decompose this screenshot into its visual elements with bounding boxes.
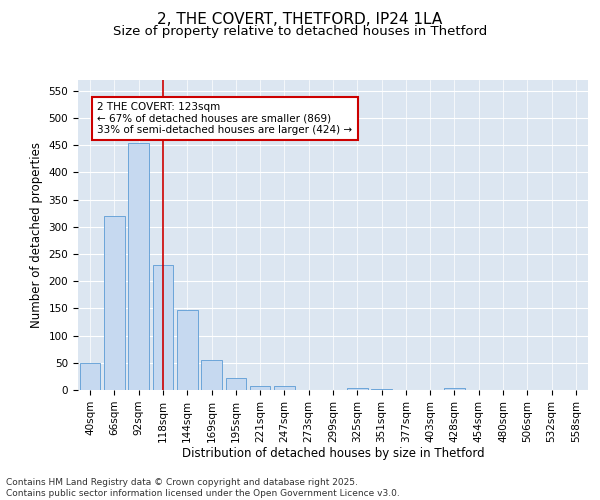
Bar — [177, 310, 197, 390]
Bar — [226, 378, 246, 390]
Bar — [250, 386, 271, 390]
Bar — [347, 388, 368, 390]
Y-axis label: Number of detached properties: Number of detached properties — [30, 142, 43, 328]
Text: 2, THE COVERT, THETFORD, IP24 1LA: 2, THE COVERT, THETFORD, IP24 1LA — [157, 12, 443, 28]
Bar — [201, 360, 222, 390]
Text: Size of property relative to detached houses in Thetford: Size of property relative to detached ho… — [113, 25, 487, 38]
X-axis label: Distribution of detached houses by size in Thetford: Distribution of detached houses by size … — [182, 448, 484, 460]
Bar — [274, 386, 295, 390]
Bar — [104, 216, 125, 390]
Text: 2 THE COVERT: 123sqm
← 67% of detached houses are smaller (869)
33% of semi-deta: 2 THE COVERT: 123sqm ← 67% of detached h… — [97, 102, 353, 135]
Bar — [80, 363, 100, 390]
Text: Contains HM Land Registry data © Crown copyright and database right 2025.
Contai: Contains HM Land Registry data © Crown c… — [6, 478, 400, 498]
Bar — [444, 388, 465, 390]
Bar — [128, 142, 149, 390]
Bar — [152, 265, 173, 390]
